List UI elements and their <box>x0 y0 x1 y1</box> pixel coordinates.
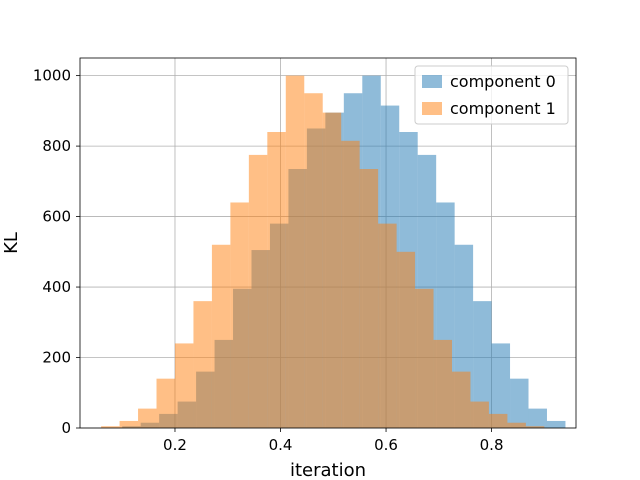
legend-label: component 1 <box>450 99 556 118</box>
bar-series-1 <box>396 251 416 428</box>
bar-series-1 <box>267 132 286 428</box>
y-tick-label: 800 <box>42 137 71 155</box>
bar-series-0 <box>528 408 547 428</box>
bar-series-1 <box>341 140 360 429</box>
x-tick-label: 0.4 <box>269 436 293 454</box>
bar-series-1 <box>174 343 194 428</box>
y-tick-label: 400 <box>42 278 71 296</box>
legend-box <box>414 65 569 125</box>
ticks: 0.2 0.4 0.6 0.8 0 200 400 600 800 1000 <box>33 67 504 454</box>
bar-series-1 <box>248 154 268 428</box>
bar-series-1 <box>433 339 452 428</box>
bar-series-1 <box>452 371 471 428</box>
x-tick-label: 0.2 <box>163 436 187 454</box>
bar-series-1 <box>101 426 120 428</box>
x-axis-label: iteration <box>290 460 366 480</box>
bar-series-1 <box>193 301 212 428</box>
bar-series-1 <box>378 223 397 428</box>
legend: component 0 component 1 <box>414 65 569 125</box>
bar-series-1 <box>415 288 434 428</box>
y-tick-label: 600 <box>42 208 71 226</box>
bar-series-0 <box>546 420 566 428</box>
x-tick-label: 0.6 <box>374 436 398 454</box>
bar-series-0 <box>473 301 492 428</box>
bar-series-0 <box>510 378 529 428</box>
legend-swatch <box>422 75 442 88</box>
bar-series-1 <box>304 93 323 428</box>
bar-series-1 <box>119 420 139 428</box>
x-tick-label: 0.8 <box>480 436 504 454</box>
bar-series-1 <box>507 422 526 428</box>
plot-frame <box>79 57 577 429</box>
bar-series-1 <box>359 169 379 428</box>
bar-series-1 <box>211 244 231 428</box>
bar-series-1 <box>470 401 489 428</box>
legend-label: component 0 <box>450 72 556 91</box>
y-tick-label: 1000 <box>33 67 71 85</box>
bar-series-1 <box>230 202 249 428</box>
bar-series-0 <box>491 343 511 428</box>
bar-series-1 <box>525 426 545 428</box>
bar-series-1 <box>322 112 342 428</box>
y-tick-label: 0 <box>61 419 71 437</box>
y-tick-label: 200 <box>42 349 71 367</box>
legend-swatch <box>422 102 442 115</box>
bar-series-1 <box>156 378 175 428</box>
bar-series-1 <box>488 413 508 428</box>
bars <box>101 75 566 429</box>
bar-series-1 <box>138 408 157 428</box>
y-axis-label: KL <box>1 232 22 254</box>
bar-series-1 <box>285 75 305 428</box>
